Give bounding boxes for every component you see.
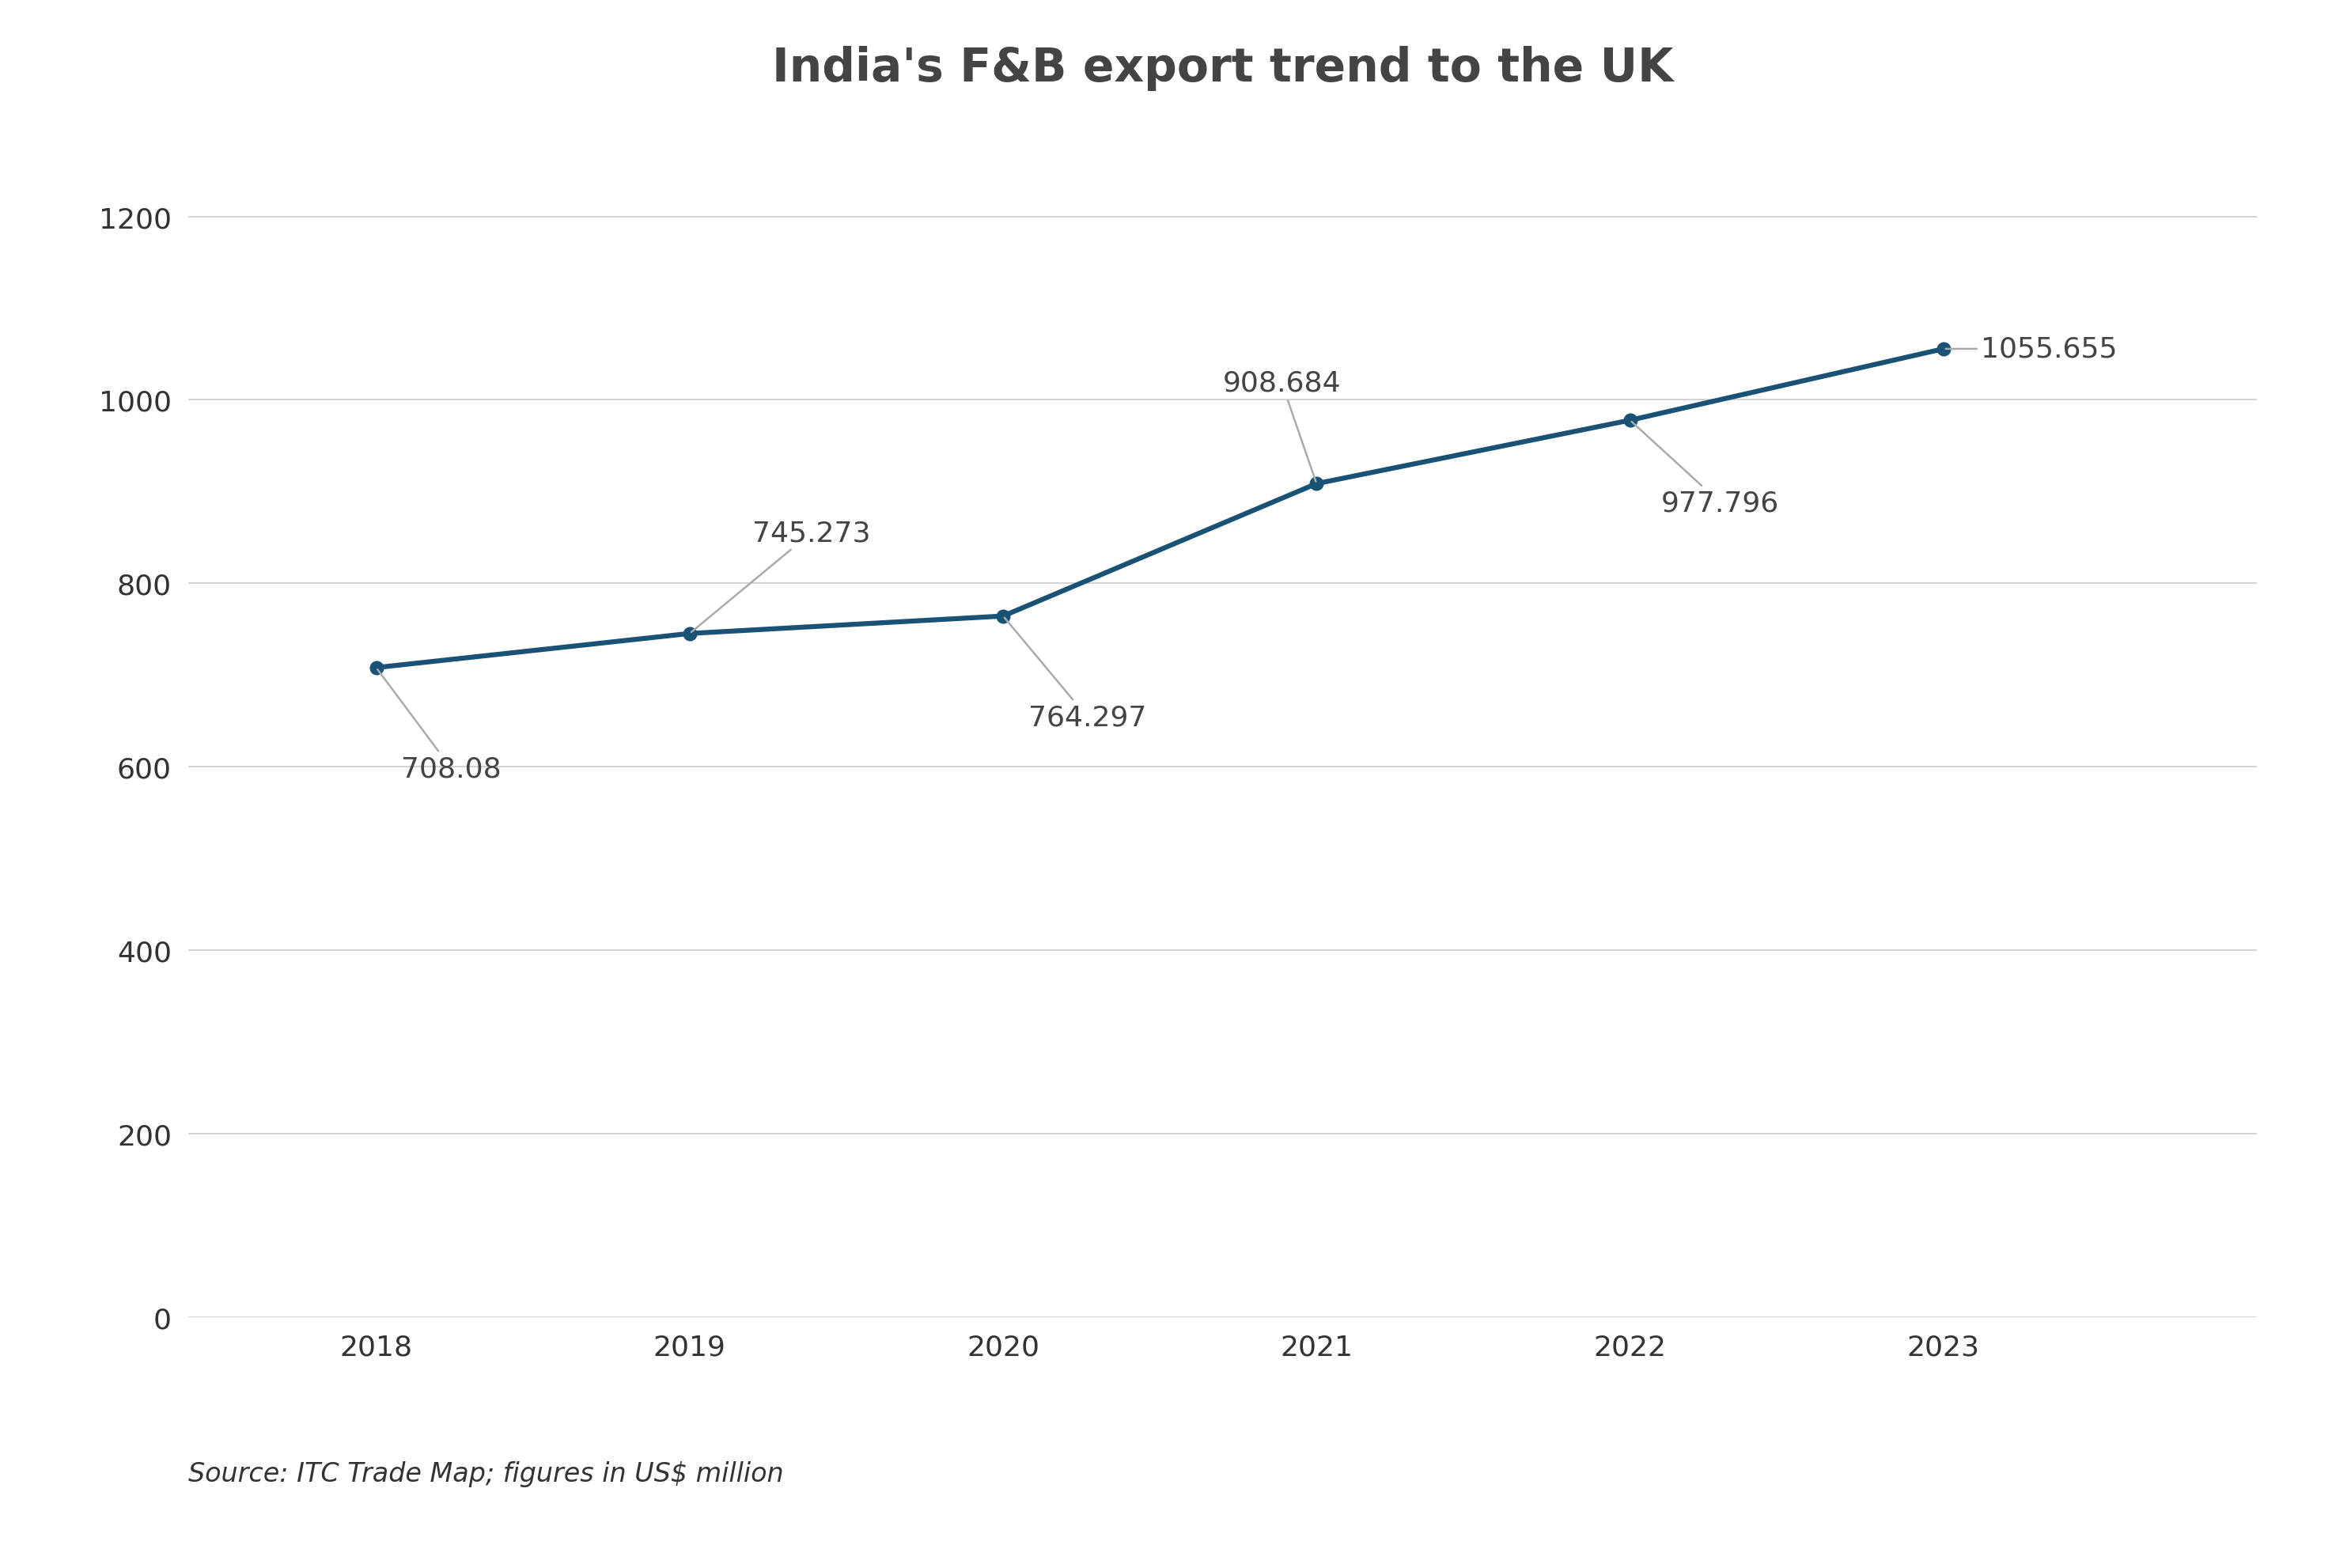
Text: 764.297: 764.297 (1004, 618, 1147, 731)
Text: 708.08: 708.08 (379, 670, 501, 782)
Text: 908.684: 908.684 (1223, 370, 1340, 481)
Text: 745.273: 745.273 (691, 519, 870, 632)
Text: Source: ITC Trade Map; figures in US$ million: Source: ITC Trade Map; figures in US$ mi… (188, 1460, 783, 1486)
Text: 977.796: 977.796 (1632, 422, 1780, 517)
Text: 1055.655: 1055.655 (1947, 336, 2118, 362)
Title: India's F&B export trend to the UK: India's F&B export trend to the UK (771, 45, 1674, 91)
